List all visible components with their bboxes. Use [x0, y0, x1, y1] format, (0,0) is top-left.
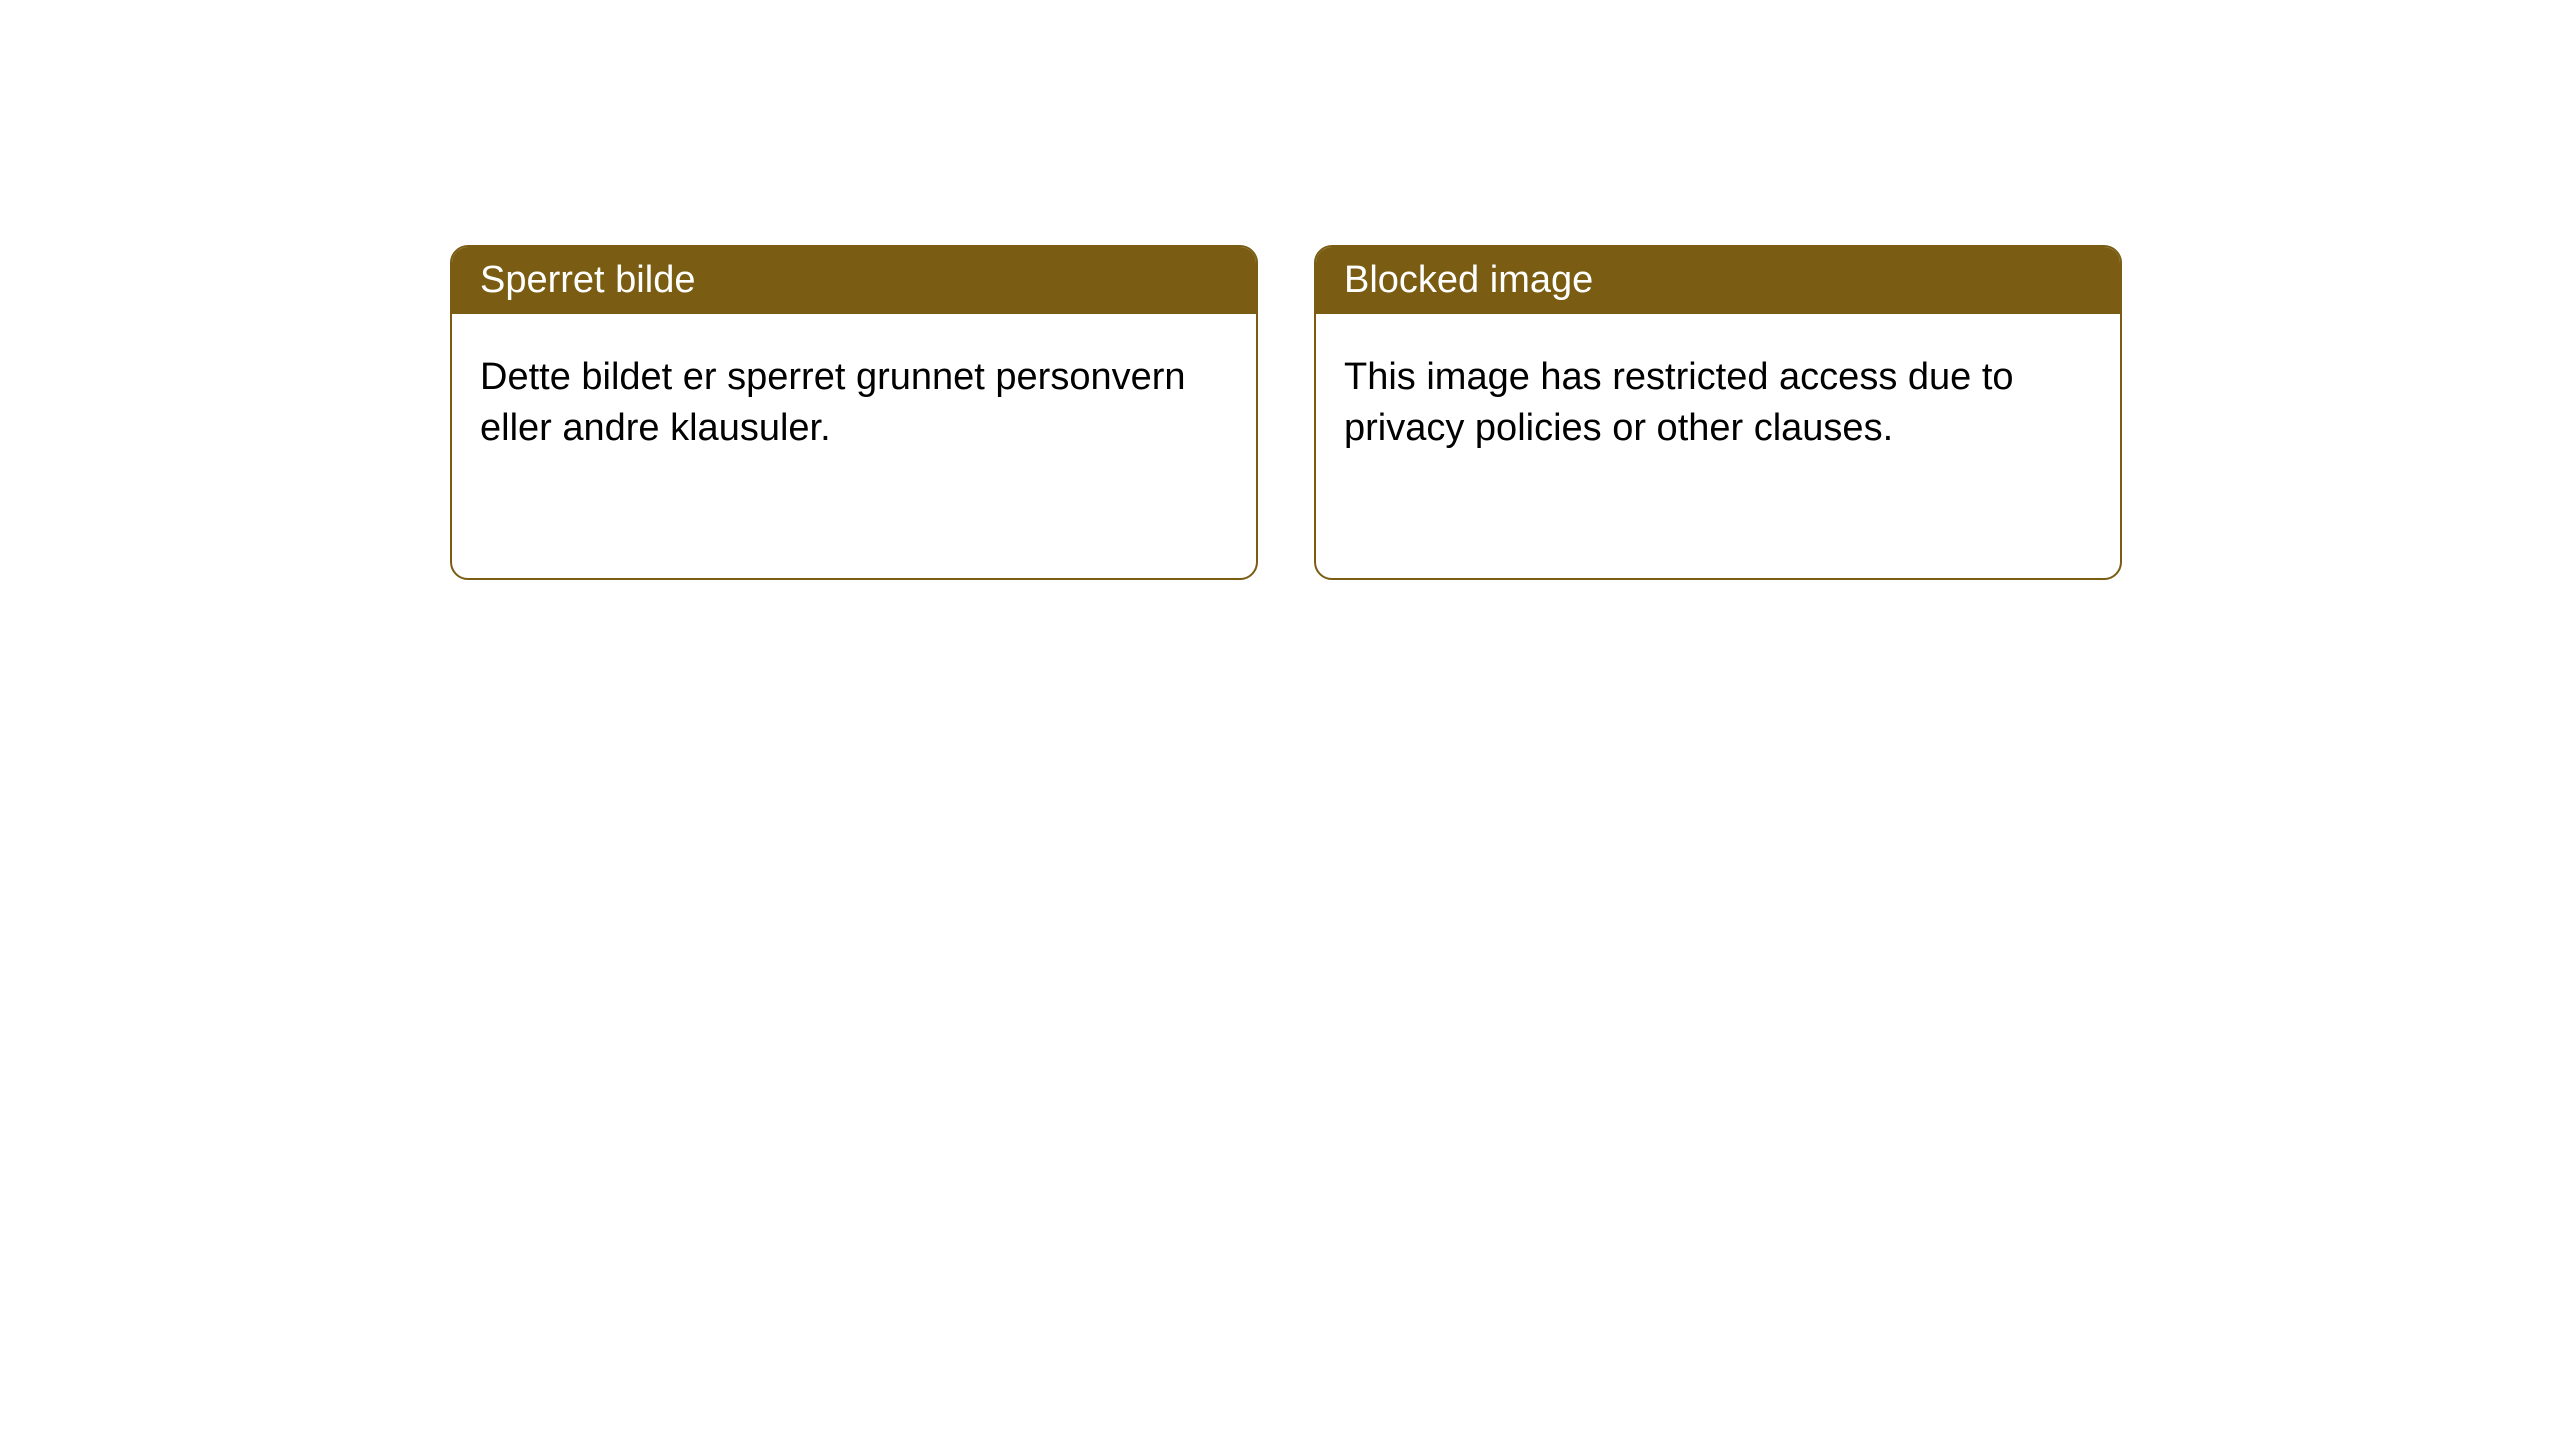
notice-container: Sperret bilde Dette bildet er sperret gr… [0, 0, 2560, 580]
notice-body-text: Dette bildet er sperret grunnet personve… [480, 356, 1186, 449]
notice-card-norwegian: Sperret bilde Dette bildet er sperret gr… [450, 245, 1258, 580]
notice-title: Blocked image [1344, 259, 1593, 301]
notice-body: This image has restricted access due to … [1316, 314, 2120, 493]
notice-body: Dette bildet er sperret grunnet personve… [452, 314, 1256, 493]
notice-body-text: This image has restricted access due to … [1344, 356, 2014, 449]
notice-header: Sperret bilde [452, 247, 1256, 314]
notice-title: Sperret bilde [480, 259, 695, 301]
notice-header: Blocked image [1316, 247, 2120, 314]
notice-card-english: Blocked image This image has restricted … [1314, 245, 2122, 580]
